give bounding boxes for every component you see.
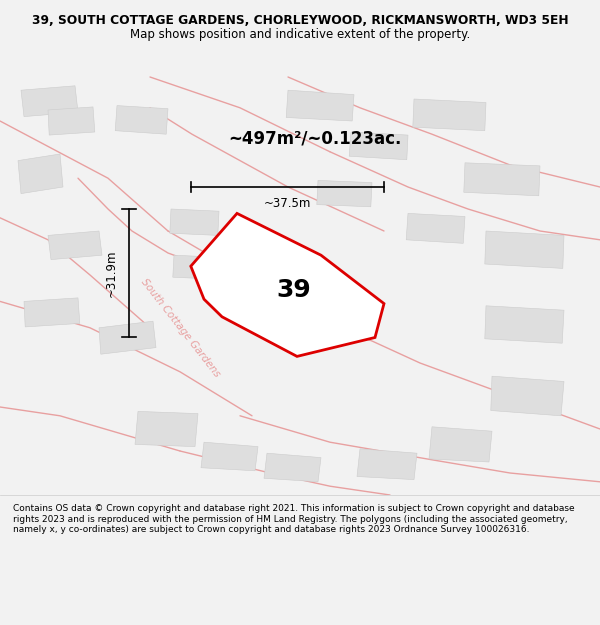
- Polygon shape: [115, 106, 168, 134]
- Text: ~37.5m: ~37.5m: [264, 198, 311, 210]
- Polygon shape: [317, 181, 372, 207]
- Polygon shape: [18, 154, 63, 194]
- Polygon shape: [24, 298, 80, 327]
- Polygon shape: [135, 411, 198, 447]
- Text: 39: 39: [277, 278, 311, 302]
- Polygon shape: [429, 427, 492, 462]
- Polygon shape: [349, 132, 408, 160]
- Text: ~497m²/~0.123ac.: ~497m²/~0.123ac.: [228, 129, 401, 148]
- Text: ~31.9m: ~31.9m: [104, 249, 118, 296]
- Polygon shape: [21, 86, 78, 117]
- Polygon shape: [48, 231, 102, 259]
- Text: 39, SOUTH COTTAGE GARDENS, CHORLEYWOOD, RICKMANSWORTH, WD3 5EH: 39, SOUTH COTTAGE GARDENS, CHORLEYWOOD, …: [32, 14, 568, 27]
- Polygon shape: [413, 99, 486, 131]
- Polygon shape: [48, 107, 95, 135]
- Text: Contains OS data © Crown copyright and database right 2021. This information is : Contains OS data © Crown copyright and d…: [13, 504, 575, 534]
- Polygon shape: [201, 442, 258, 471]
- Polygon shape: [191, 213, 384, 356]
- Polygon shape: [485, 306, 564, 343]
- Polygon shape: [173, 255, 222, 279]
- Polygon shape: [99, 321, 156, 354]
- Polygon shape: [406, 213, 465, 243]
- Polygon shape: [491, 376, 564, 416]
- Polygon shape: [170, 209, 219, 236]
- Polygon shape: [264, 453, 321, 482]
- Polygon shape: [485, 231, 564, 268]
- Text: South Cottage Gardens: South Cottage Gardens: [139, 277, 221, 379]
- Polygon shape: [357, 449, 417, 479]
- Polygon shape: [286, 90, 354, 121]
- Polygon shape: [464, 162, 540, 196]
- Text: Map shows position and indicative extent of the property.: Map shows position and indicative extent…: [130, 28, 470, 41]
